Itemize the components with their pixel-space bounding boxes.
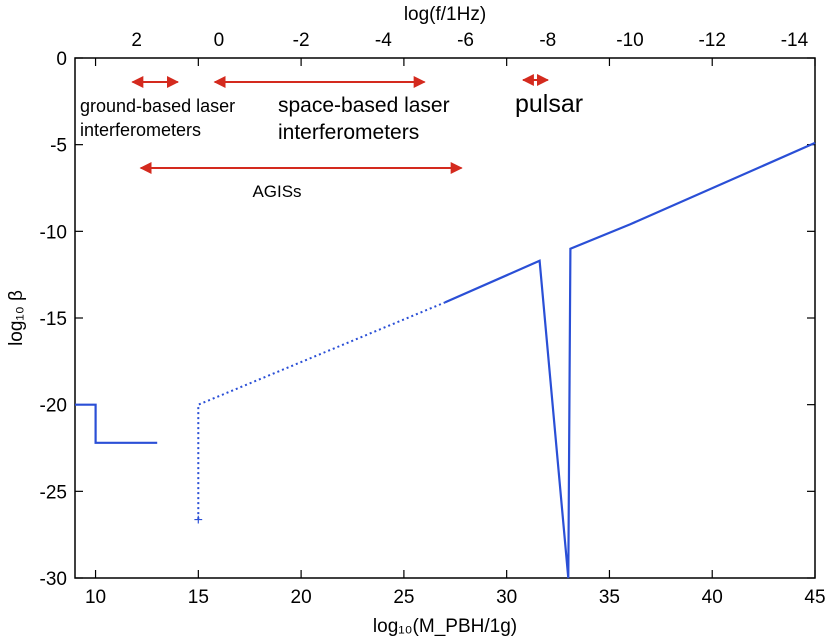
y-axis-title: log₁₀ β [6,290,27,346]
top-axis-title: log(f/1Hz) [404,4,486,25]
band-label-1: interferometers [80,120,201,140]
band-label-4: AGISs [252,182,301,201]
band-label-2: space-based laser [278,94,450,117]
top-tick-label: 0 [214,30,225,51]
series-line-3 [444,141,816,579]
annotations: ground-based laser interferometers space-b… [80,74,583,201]
x-tick-label: 15 [188,587,209,608]
series-line-1 [75,403,158,444]
y-tick-label: -25 [40,482,67,503]
top-tick-label: -4 [375,30,392,51]
plus-marker: + [194,512,203,529]
data-series: + [75,141,816,579]
top-tick-label: -14 [781,30,809,51]
x-tick-label: 20 [291,587,312,608]
x-tick-label: 40 [702,587,723,608]
y-tick-label: -5 [50,136,67,157]
y-tick-label: -20 [40,396,67,417]
top-tick-label: -10 [616,30,643,51]
y-tick-label: -15 [40,309,67,330]
x-tick-label: 30 [496,587,517,608]
top-tick-label: -12 [698,30,725,51]
band-label-2: interferometers [278,121,419,144]
top-tick-label: 2 [131,30,142,51]
x-tick-label: 25 [393,587,414,608]
x-axis-title: log₁₀(M_PBH/1g) [373,616,517,637]
y-tick-label: -30 [40,569,67,590]
band-label-1: ground-based laser [80,96,235,116]
y-tick-label: -10 [40,222,67,243]
x-tick-label: 10 [85,587,106,608]
x-tick-label: 45 [804,587,825,608]
band-label-3: pulsar [515,90,583,118]
top-tick-label: -6 [457,30,474,51]
top-tick-label: -8 [539,30,556,51]
y-tick-label: 0 [56,49,67,70]
x-tick-label: 35 [599,587,620,608]
tick-marks: 10 15 20 25 30 35 40 450-5-10-15-20-25-302 0 -2 -4… [40,30,826,608]
top-tick-label: -2 [293,30,310,51]
series-line-2 [197,301,446,520]
